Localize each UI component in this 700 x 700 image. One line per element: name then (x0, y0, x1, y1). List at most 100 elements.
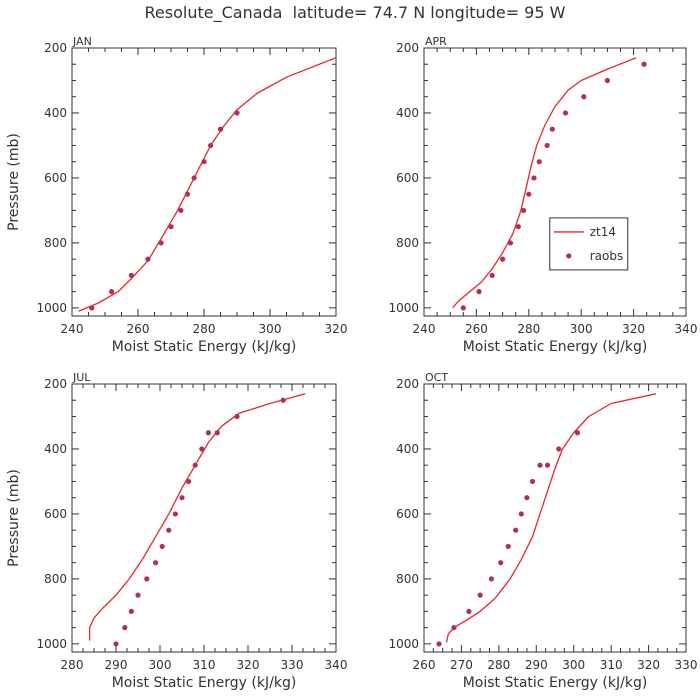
data-point-raobs (192, 462, 198, 468)
data-point-raobs (604, 77, 611, 84)
data-point-raobs (184, 191, 191, 197)
panel-label: JUL (72, 371, 91, 384)
data-point-raobs (135, 592, 141, 598)
data-point-raobs (179, 495, 185, 501)
panel-apr: 240 260 280 300 320 340 200 400 600 800 1000 APR Moi… (388, 35, 697, 355)
y-tick-label: 1000 (36, 637, 67, 651)
x-tick-label: 280 (61, 658, 84, 672)
y-tick-label: 600 (396, 171, 419, 185)
series-line-zt14 (88, 393, 306, 641)
x-tick-label: 260 (413, 658, 436, 672)
x-axis-label: Moist Static Energy (kJ/kg) (463, 675, 648, 691)
data-point-raobs (436, 641, 442, 647)
series-line-zt14 (452, 57, 637, 309)
x-tick-label: 340 (675, 322, 698, 336)
data-point-raobs (234, 413, 240, 420)
y-tick-label: 800 (396, 572, 419, 586)
data-point-raobs (520, 207, 527, 214)
y-tick-label: 200 (396, 377, 419, 391)
legend-marker-swatch (566, 253, 572, 259)
x-tick-label: 280 (487, 658, 510, 672)
x-tick-label: 280 (193, 322, 216, 336)
data-point-raobs (562, 110, 569, 116)
data-point-raobs (536, 159, 542, 165)
figure-title: Resolute_Canada latitude= 74.7 N longitu… (145, 3, 566, 23)
data-point-raobs (524, 495, 530, 501)
data-point-raobs (168, 224, 174, 230)
data-point-raobs (191, 175, 197, 181)
x-tick-label: 280 (517, 322, 540, 336)
y-tick-label: 400 (44, 106, 67, 120)
data-point-raobs (144, 576, 150, 582)
data-point-raobs (172, 511, 178, 517)
x-tick-label: 310 (193, 658, 216, 672)
x-tick-label: 240 (413, 322, 436, 336)
data-point-raobs (178, 207, 184, 214)
x-tick-label: 320 (637, 658, 660, 672)
x-tick-label: 290 (105, 658, 128, 672)
x-tick-label: 320 (325, 322, 348, 336)
x-tick-label: 260 (127, 322, 150, 336)
data-point-raobs (476, 289, 482, 295)
y-tick-label: 1000 (388, 301, 419, 315)
y-tick-label: 600 (44, 507, 67, 521)
data-point-raobs (518, 511, 524, 517)
x-axis-label: Moist Static Energy (kJ/kg) (463, 339, 648, 355)
data-point-raobs (280, 397, 286, 403)
plot-frame (423, 47, 687, 317)
x-tick-label: 300 (149, 658, 172, 672)
y-tick-label: 800 (44, 572, 67, 586)
x-tick-label: 290 (525, 658, 548, 672)
panel-label: APR (425, 35, 447, 48)
data-point-raobs (537, 462, 543, 468)
data-point-raobs (208, 142, 214, 149)
data-point-raobs (531, 175, 537, 181)
x-tick-label: 300 (570, 322, 593, 336)
y-tick-label: 400 (396, 442, 419, 456)
data-point-raobs (113, 641, 119, 647)
data-point-raobs (466, 608, 472, 614)
y-tick-label: 1000 (388, 637, 419, 651)
x-tick-label: 320 (622, 322, 645, 336)
data-point-raobs (186, 478, 192, 485)
data-point-raobs (498, 560, 504, 566)
data-point-raobs (109, 289, 115, 295)
series-line-zt14 (445, 393, 657, 643)
data-point-raobs (581, 94, 587, 100)
panel-jan: 240 260 280 300 320 200 400 600 800 1000 JAN Moist … (6, 35, 347, 355)
x-tick-label: 330 (281, 658, 304, 672)
y-tick-label: 800 (396, 236, 419, 250)
data-point-raobs (515, 224, 521, 230)
legend-box (549, 217, 629, 271)
data-point-raobs (500, 256, 506, 262)
y-tick-label: 400 (44, 442, 67, 456)
data-point-raobs (489, 272, 495, 278)
y-axis-label: Pressure (mb) (6, 469, 22, 567)
data-point-raobs (128, 608, 134, 614)
y-tick-label: 400 (396, 106, 419, 120)
y-tick-label: 600 (396, 507, 419, 521)
panel-oct: 260 270 280 290 300 310 320 330 200 400 600 800 1000… (388, 371, 697, 691)
x-tick-label: 300 (562, 658, 585, 672)
data-point-raobs (234, 110, 240, 116)
y-tick-label: 800 (44, 236, 67, 250)
x-tick-label: 330 (675, 658, 698, 672)
data-point-raobs (526, 191, 532, 197)
x-tick-label: 260 (465, 322, 488, 336)
data-point-raobs (477, 592, 483, 598)
data-point-raobs (199, 446, 205, 452)
data-point-raobs (158, 240, 164, 246)
data-point-raobs (544, 462, 551, 468)
data-point-raobs (128, 272, 134, 278)
data-point-raobs (460, 305, 466, 311)
y-tick-label: 600 (44, 171, 67, 185)
data-point-raobs (507, 240, 514, 246)
data-point-raobs (214, 430, 220, 436)
data-point-raobs (574, 430, 581, 436)
data-point-raobs (488, 576, 494, 582)
data-point-raobs (166, 527, 172, 533)
panel-label: JAN (72, 35, 92, 48)
data-point-raobs (451, 625, 457, 631)
plot-frame (71, 47, 337, 317)
legend: zt14 raobs (549, 217, 629, 271)
